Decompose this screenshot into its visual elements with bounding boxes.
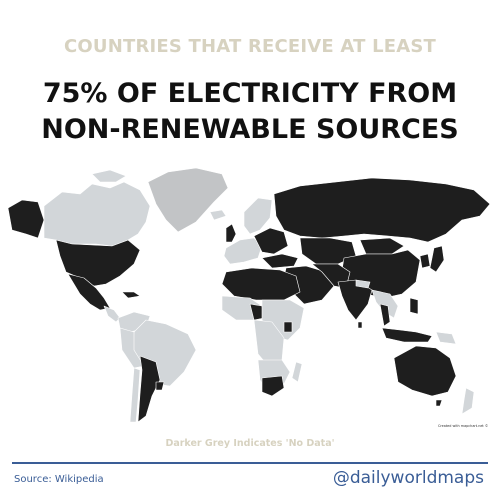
social-handle: @dailyworldmaps [332, 468, 484, 488]
central-america [103, 305, 121, 323]
turkey [261, 253, 299, 269]
page-title: 75% OF ELECTRICITY FROM NON-RENEWABLE SO… [0, 76, 500, 148]
caribbean [121, 291, 141, 299]
australia [393, 345, 457, 397]
papua-new-guinea [435, 331, 457, 345]
chile [129, 367, 141, 423]
sri-lanka [357, 321, 363, 329]
kenya-area [283, 321, 293, 333]
scandinavia [243, 197, 273, 235]
title-line-2: NON-RENEWABLE SOURCES [41, 114, 459, 145]
mongolia [359, 237, 405, 255]
kicker-text: COUNTRIES THAT RECEIVE AT LEAST [63, 36, 437, 57]
thailand-malaysia [379, 303, 391, 327]
iceland [209, 209, 227, 221]
alaska [7, 199, 45, 239]
mexico [67, 273, 111, 311]
map-credit: Created with mapchart.net © [438, 424, 489, 428]
world-map [0, 160, 500, 430]
south-africa [261, 375, 285, 397]
argentina [137, 355, 161, 423]
canada [43, 181, 151, 247]
nepal [355, 279, 371, 289]
eastern-europe [253, 227, 289, 255]
russia [273, 177, 491, 243]
western-europe [223, 237, 263, 265]
source-text: Source: Wikipedia [14, 474, 104, 485]
canada-islands [91, 169, 127, 183]
southeast-asia [371, 289, 399, 319]
tasmania [435, 399, 443, 407]
indonesia [381, 327, 433, 343]
legend-note: Darker Grey Indicates 'No Data' [165, 438, 335, 449]
north-africa [221, 267, 301, 301]
madagascar [291, 361, 303, 383]
new-zealand [461, 387, 475, 415]
korea [419, 253, 431, 269]
footer-rule [12, 462, 488, 464]
uruguay [155, 381, 165, 391]
title-line-1: 75% OF ELECTRICITY FROM [42, 78, 458, 109]
philippines [409, 297, 419, 315]
usa [55, 239, 141, 287]
japan [429, 245, 445, 273]
uk [225, 223, 237, 243]
world-map-svg [7, 167, 491, 423]
greenland [147, 167, 229, 233]
